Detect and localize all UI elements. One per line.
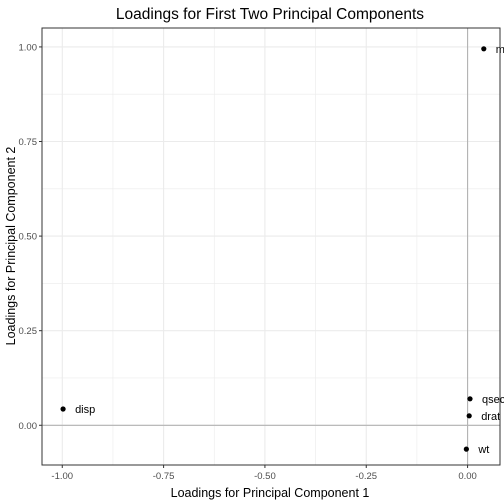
points: mpgdispqsecdratwt bbox=[60, 44, 504, 456]
point-label: drat bbox=[481, 411, 500, 423]
y-tick-label: 0.50 bbox=[19, 232, 38, 243]
y-tick-label: 0.00 bbox=[19, 421, 38, 432]
grid bbox=[42, 28, 500, 465]
plot-panel bbox=[41, 27, 501, 466]
y-axis-title: Loadings for Principal Component 2 bbox=[4, 147, 18, 346]
data-point bbox=[481, 46, 487, 52]
data-point bbox=[463, 446, 469, 452]
y-tick-label: 0.25 bbox=[19, 326, 38, 337]
x-axis-title: Loadings for Principal Component 1 bbox=[171, 486, 370, 500]
chart-title: Loadings for First Two Principal Compone… bbox=[116, 6, 424, 23]
point-label: disp bbox=[75, 404, 95, 416]
y-tick-label: 0.75 bbox=[19, 137, 38, 148]
data-point bbox=[60, 406, 66, 412]
point-label: qsec bbox=[482, 394, 504, 406]
x-tick-label: -0.75 bbox=[153, 471, 175, 482]
x-tick-label: -0.50 bbox=[254, 471, 276, 482]
point-label: wt bbox=[477, 444, 489, 456]
x-tick-label: -0.25 bbox=[355, 471, 377, 482]
x-tick-label: -1.00 bbox=[51, 471, 73, 482]
y-axis: 0.00 0.25 0.50 0.75 1.00 bbox=[19, 42, 42, 432]
data-point bbox=[466, 413, 472, 419]
x-tick-label: 0.00 bbox=[458, 471, 477, 482]
x-axis: -1.00 -0.75 -0.50 -0.25 0.00 bbox=[51, 465, 477, 482]
reference-lines bbox=[42, 28, 500, 465]
data-point bbox=[467, 396, 473, 402]
y-tick-label: 1.00 bbox=[19, 42, 38, 53]
